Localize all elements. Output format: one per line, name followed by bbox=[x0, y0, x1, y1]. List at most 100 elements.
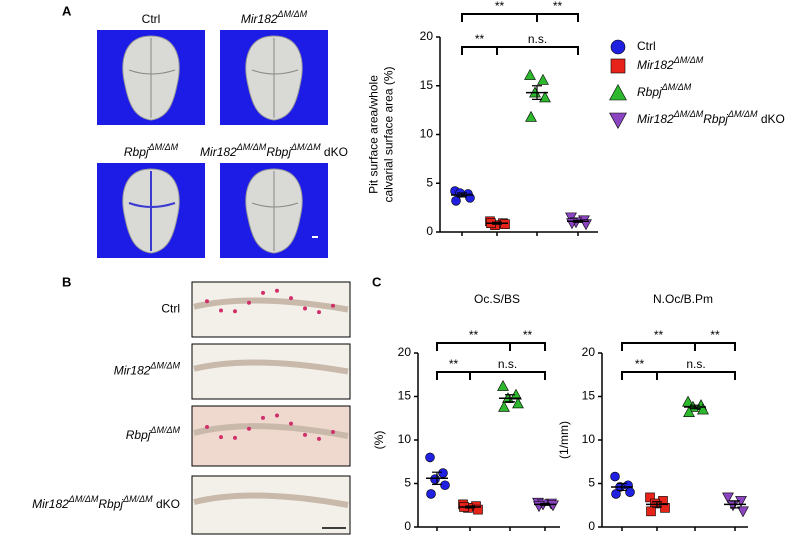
point bbox=[440, 480, 450, 491]
point bbox=[611, 489, 621, 499]
significance-label: n.s. bbox=[528, 32, 547, 46]
stain bbox=[289, 421, 293, 426]
tissue bbox=[193, 359, 349, 375]
point bbox=[727, 500, 739, 512]
y-tick-label: 0 bbox=[404, 519, 411, 533]
significance-label: ** bbox=[553, 0, 563, 13]
y-tick-label: 10 bbox=[420, 127, 434, 141]
error-bar bbox=[492, 221, 502, 225]
stain bbox=[219, 435, 223, 440]
point bbox=[426, 489, 436, 499]
significance-bracket bbox=[621, 371, 658, 380]
point bbox=[660, 503, 670, 513]
y-axis-label: calvarial surface area (%) bbox=[382, 66, 396, 202]
significance-bracket bbox=[461, 13, 538, 22]
stain bbox=[247, 426, 251, 431]
label-part: ΔM/ΔM bbox=[122, 494, 153, 504]
point bbox=[697, 403, 709, 415]
stain bbox=[331, 429, 335, 434]
error-bar bbox=[617, 482, 627, 492]
significance-label: ** bbox=[635, 357, 645, 371]
error-bar bbox=[465, 505, 475, 509]
error-bar bbox=[690, 404, 700, 410]
stain bbox=[233, 309, 237, 314]
significance-label: n.s. bbox=[498, 357, 517, 371]
scale-bar bbox=[312, 236, 318, 238]
y-tick-label: 15 bbox=[398, 389, 412, 403]
point bbox=[646, 506, 656, 517]
label-part: Rbpj bbox=[126, 428, 151, 442]
y-axis-label: (%) bbox=[372, 431, 386, 450]
point bbox=[722, 492, 734, 504]
y-tick-label: 0 bbox=[588, 519, 595, 533]
y-tick-label: 15 bbox=[420, 78, 434, 92]
tissue bbox=[193, 297, 349, 313]
label: RbpjΔM/ΔM bbox=[124, 142, 179, 159]
point bbox=[609, 112, 627, 130]
label-part: ΔM/ΔM bbox=[673, 55, 704, 65]
point bbox=[537, 73, 549, 85]
label-part: Mir182 bbox=[114, 364, 151, 378]
histology-image bbox=[191, 281, 351, 338]
significance-bracket bbox=[536, 13, 579, 22]
stain bbox=[303, 306, 307, 311]
label-part: Mir182 bbox=[637, 112, 674, 126]
point bbox=[610, 58, 626, 74]
y-axis-label: Pit surface area/whole bbox=[367, 75, 381, 194]
point bbox=[451, 196, 461, 206]
y-tick-label: 15 bbox=[582, 389, 596, 403]
significance-label: ** bbox=[523, 328, 533, 342]
stain bbox=[233, 435, 237, 440]
panel-label: A bbox=[62, 3, 72, 18]
point bbox=[625, 487, 635, 498]
label: Mir182ΔM/ΔMRbpjΔM/ΔM dKO bbox=[32, 494, 180, 511]
stain bbox=[317, 436, 321, 441]
stain bbox=[289, 296, 293, 301]
stain bbox=[205, 299, 209, 304]
significance-bracket bbox=[496, 46, 579, 55]
point bbox=[683, 406, 695, 417]
y-axis-label: (1/mm) bbox=[557, 421, 571, 459]
label-part: ΔM/ΔM bbox=[149, 425, 180, 435]
point bbox=[737, 506, 749, 518]
label: Mir182ΔM/ΔM bbox=[241, 9, 308, 26]
label-part: Rbpj bbox=[98, 497, 123, 511]
stain bbox=[303, 432, 307, 437]
stain bbox=[331, 303, 335, 308]
y-tick-label: 10 bbox=[582, 432, 596, 446]
suture bbox=[251, 171, 299, 251]
point bbox=[539, 91, 551, 103]
stain bbox=[219, 308, 223, 313]
y-tick-label: 5 bbox=[404, 476, 411, 490]
label-part: Mir182 bbox=[241, 12, 278, 26]
label-part: Ctrl bbox=[637, 39, 656, 53]
stain bbox=[317, 310, 321, 315]
significance-label: ** bbox=[710, 328, 720, 342]
error-bar bbox=[457, 192, 467, 198]
chart-title: Oc.S/BS bbox=[474, 292, 520, 306]
point bbox=[645, 492, 655, 503]
label-part: ΔM/ΔM bbox=[149, 361, 180, 371]
significance-bracket bbox=[509, 342, 546, 351]
stain bbox=[247, 300, 251, 305]
suture bbox=[128, 171, 176, 251]
point bbox=[525, 110, 537, 122]
stain bbox=[261, 415, 265, 420]
y-tick-label: 10 bbox=[398, 432, 412, 446]
chart-title: N.Oc/B.Pm bbox=[653, 292, 713, 306]
label-part: Rbpj bbox=[124, 145, 149, 159]
label-part: Rbpj bbox=[637, 85, 662, 99]
error-bar bbox=[540, 502, 550, 506]
error-bar bbox=[432, 471, 442, 485]
histology-image bbox=[191, 343, 351, 400]
label-part: ΔM/ΔM bbox=[148, 142, 179, 152]
tissue bbox=[193, 492, 349, 508]
label: Ctrl bbox=[161, 302, 180, 316]
label-part: dKO bbox=[321, 145, 348, 159]
point bbox=[580, 219, 592, 231]
y-tick-label: 20 bbox=[398, 345, 412, 359]
significance-bracket bbox=[436, 371, 471, 380]
error-bar bbox=[532, 85, 542, 100]
label-part: Mir182 bbox=[637, 58, 674, 72]
point bbox=[524, 68, 536, 80]
